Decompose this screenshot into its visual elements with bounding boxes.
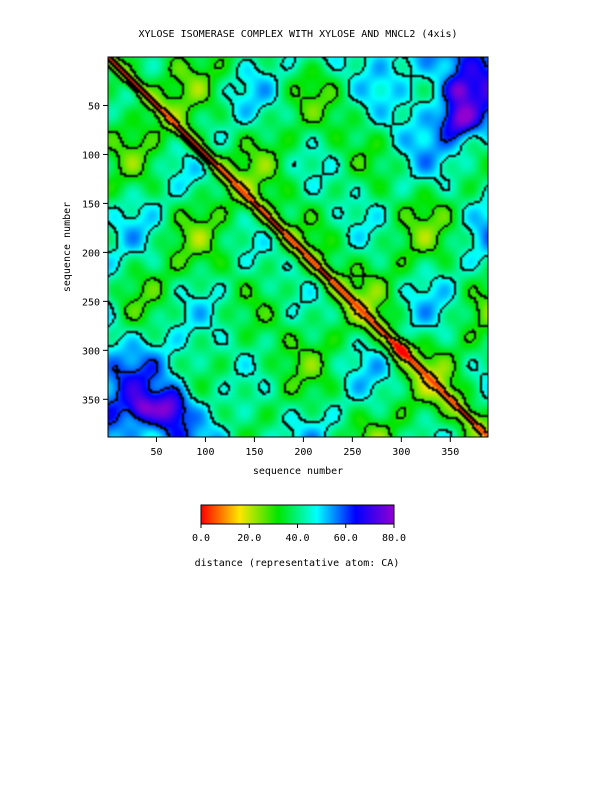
y-tick-label: 150 xyxy=(82,199,100,210)
x-axis-ticks: 50 100 150 200 250 300 350 xyxy=(150,437,459,458)
colorbar-tick-label: 60.0 xyxy=(334,533,358,544)
colorbar-ticks: 0.0 20.0 40.0 60.0 80.0 xyxy=(192,524,406,544)
colorbar-tick-label: 40.0 xyxy=(285,533,309,544)
x-tick-label: 250 xyxy=(343,447,361,458)
x-tick-label: 350 xyxy=(441,447,459,458)
y-tick-label: 100 xyxy=(82,150,100,161)
contact-map xyxy=(107,56,489,438)
y-tick-label: 250 xyxy=(82,297,100,308)
x-tick-label: 300 xyxy=(392,447,410,458)
y-tick-label: 50 xyxy=(88,101,100,112)
y-tick-label: 200 xyxy=(82,248,100,259)
y-axis-ticks: 50 100 150 200 250 300 350 xyxy=(82,101,108,406)
y-tick-label: 300 xyxy=(82,346,100,357)
x-tick-label: 50 xyxy=(150,447,162,458)
chart-title: XYLOSE ISOMERASE COMPLEX WITH XYLOSE AND… xyxy=(138,29,457,40)
colorbar-tick-label: 80.0 xyxy=(382,533,406,544)
y-axis-label: sequence number xyxy=(62,202,73,292)
distance-heatmap xyxy=(108,57,488,437)
colorbar-tick-label: 0.0 xyxy=(192,533,210,544)
colorbar: 0.0 20.0 40.0 60.0 80.0 distance (representa… xyxy=(192,504,406,569)
x-axis-label: sequence number xyxy=(253,466,343,477)
colorbar-gradient xyxy=(200,504,395,525)
x-tick-label: 200 xyxy=(294,447,312,458)
y-tick-label: 350 xyxy=(82,395,100,406)
colorbar-tick-label: 20.0 xyxy=(237,533,261,544)
colorbar-label: distance (representative atom: CA) xyxy=(195,558,400,569)
plot-frame xyxy=(107,56,489,438)
x-tick-label: 100 xyxy=(196,447,214,458)
x-tick-label: 150 xyxy=(245,447,263,458)
